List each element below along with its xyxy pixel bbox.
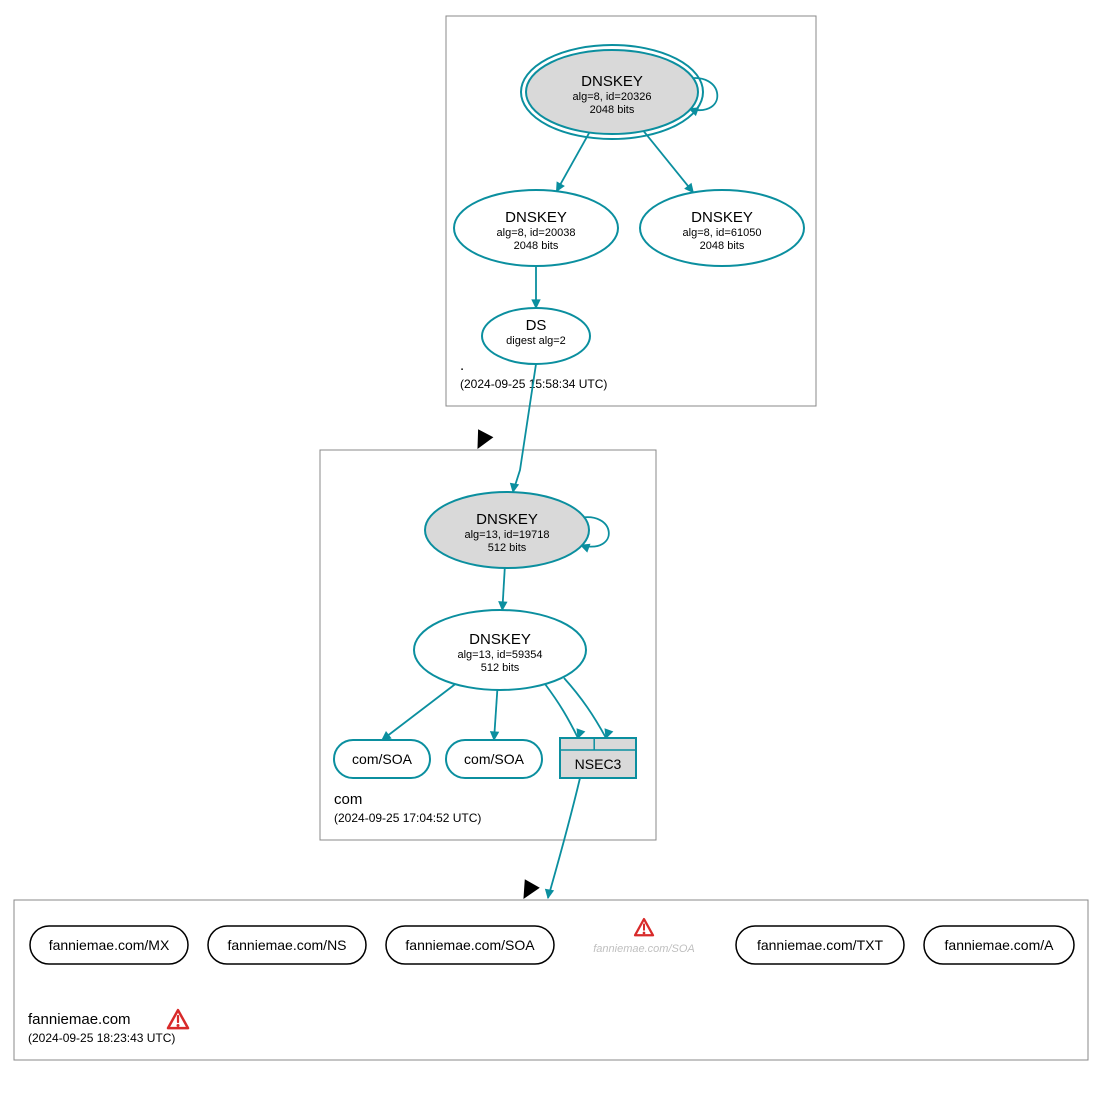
zone-label: com xyxy=(334,791,362,808)
node-sub: alg=13, id=19718 xyxy=(464,529,549,541)
node-title: DNSKEY xyxy=(469,631,531,648)
node-fm-txt: fanniemae.com/TXT xyxy=(736,926,904,964)
record-label: com/SOA xyxy=(464,751,525,767)
node-root-ksk: DNSKEYalg=8, id=203262048 bits xyxy=(521,45,703,139)
node-com-soa2: com/SOA xyxy=(446,740,542,778)
zone-fanniemae: fanniemae.com (2024-09-25 18:23:43 UTC) xyxy=(14,900,1088,1060)
node-sub: alg=8, id=20038 xyxy=(497,227,576,239)
node-fm-soa-faded: fanniemae.com/SOA xyxy=(593,943,695,955)
dnssec-diagram: .(2024-09-25 15:58:34 UTC)com(2024-09-25… xyxy=(0,0,1101,1098)
nsec3-label: NSEC3 xyxy=(575,756,622,772)
node-com-soa1: com/SOA xyxy=(334,740,430,778)
node-title: DNSKEY xyxy=(476,511,538,528)
node-root-zsk2: DNSKEYalg=8, id=610502048 bits xyxy=(640,190,804,266)
node-sub: alg=8, id=61050 xyxy=(683,227,762,239)
node-title: DNSKEY xyxy=(505,209,567,226)
node-sub: 2048 bits xyxy=(514,240,559,252)
node-sub: alg=13, id=59354 xyxy=(457,649,542,661)
zone-label: . xyxy=(460,357,464,374)
zone-timestamp: (2024-09-25 17:04:52 UTC) xyxy=(334,811,481,825)
node-title: DNSKEY xyxy=(691,209,753,226)
node-title: DS xyxy=(526,317,547,334)
node-sub: 2048 bits xyxy=(700,240,745,252)
record-label: com/SOA xyxy=(352,751,413,767)
record-label: fanniemae.com/TXT xyxy=(757,937,883,953)
node-fm-a: fanniemae.com/A xyxy=(924,926,1074,964)
node-sub: digest alg=2 xyxy=(506,335,566,347)
zone-timestamp: (2024-09-25 18:23:43 UTC) xyxy=(28,1031,175,1045)
record-label: fanniemae.com/MX xyxy=(49,937,170,953)
node-fm-mx: fanniemae.com/MX xyxy=(30,926,188,964)
node-com-nsec3: NSEC3 xyxy=(560,738,636,778)
node-fm-ns: fanniemae.com/NS xyxy=(208,926,366,964)
zone-label: fanniemae.com xyxy=(28,1011,131,1028)
node-fm-soa: fanniemae.com/SOA xyxy=(386,926,554,964)
node-root-ds: DSdigest alg=2 xyxy=(482,308,590,364)
node-sub: 2048 bits xyxy=(590,104,635,116)
node-title: DNSKEY xyxy=(581,73,643,90)
faded-record-label: fanniemae.com/SOA xyxy=(593,943,695,955)
node-root-zsk1: DNSKEYalg=8, id=200382048 bits xyxy=(454,190,618,266)
node-com-ksk: DNSKEYalg=13, id=19718512 bits xyxy=(425,492,589,568)
node-sub: 512 bits xyxy=(488,542,527,554)
node-com-zsk: DNSKEYalg=13, id=59354512 bits xyxy=(414,610,586,690)
node-sub: alg=8, id=20326 xyxy=(573,91,652,103)
node-sub: 512 bits xyxy=(481,662,520,674)
record-label: fanniemae.com/A xyxy=(945,937,1055,953)
record-label: fanniemae.com/NS xyxy=(227,937,346,953)
record-label: fanniemae.com/SOA xyxy=(405,937,535,953)
